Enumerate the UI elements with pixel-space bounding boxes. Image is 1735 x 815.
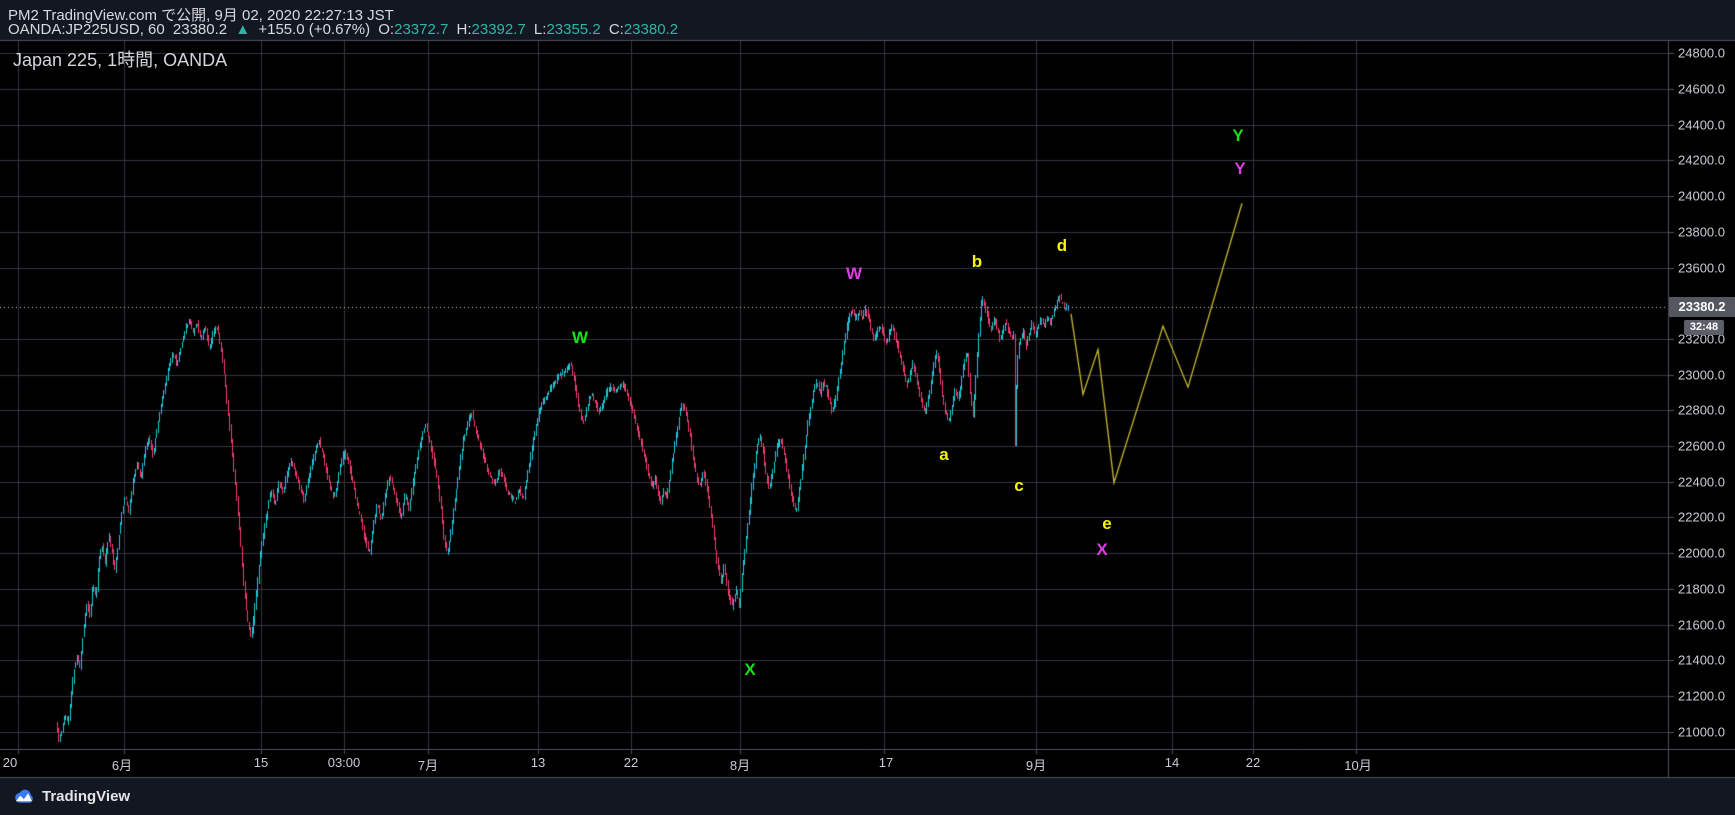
price-axis-label: 22400.0 bbox=[1678, 474, 1725, 490]
price-axis-label: 23600.0 bbox=[1678, 260, 1725, 276]
price-change: +155.0 (+0.67%) bbox=[258, 21, 371, 38]
price-axis-label: 24600.0 bbox=[1678, 81, 1725, 97]
price-axis[interactable] bbox=[1668, 40, 1735, 749]
time-axis-label: 22 bbox=[1245, 755, 1261, 770]
symbol-name: OANDA:JP225USD, 60 bbox=[8, 21, 165, 38]
wave-label-X[interactable]: X bbox=[1096, 540, 1108, 559]
ohlc-low-value: 23355.2 bbox=[546, 21, 601, 38]
price-axis-label: 22800.0 bbox=[1678, 402, 1725, 418]
wave-label-W[interactable]: W bbox=[845, 264, 863, 283]
wave-label-X[interactable]: X bbox=[744, 660, 756, 679]
ohlc-high-label: H: bbox=[456, 21, 472, 38]
direction-up-icon: ▲ bbox=[235, 21, 251, 38]
last-price-value: 23380.2 bbox=[172, 21, 228, 38]
price-axis-label: 22600.0 bbox=[1678, 438, 1725, 454]
published-info-line: PM2 TradingView.com で公開, 9月 02, 2020 22:… bbox=[8, 7, 394, 24]
price-axis-label: 24000.0 bbox=[1678, 188, 1725, 204]
time-axis-label: 20 bbox=[2, 755, 18, 770]
wave-label-b[interactable]: b bbox=[971, 252, 983, 271]
wave-label-Y[interactable]: Y bbox=[1234, 159, 1246, 178]
price-axis-label: 21600.0 bbox=[1678, 617, 1725, 633]
time-axis-label: 22 bbox=[623, 755, 639, 770]
wave-label-W[interactable]: W bbox=[571, 328, 589, 347]
price-axis-label: 22200.0 bbox=[1678, 509, 1725, 525]
price-axis-label: 24400.0 bbox=[1678, 117, 1725, 133]
wave-label-d[interactable]: d bbox=[1056, 236, 1068, 255]
price-axis-label: 23800.0 bbox=[1678, 224, 1725, 240]
bar-countdown-badge: 32:48 bbox=[1684, 320, 1724, 335]
footer-bar: TradingView bbox=[0, 778, 1735, 815]
time-axis-label: 10月 bbox=[1344, 758, 1372, 773]
time-axis-label: 13 bbox=[530, 755, 546, 770]
wave-label-Y[interactable]: Y bbox=[1232, 126, 1244, 145]
ohlc-open-value: 23372.7 bbox=[394, 21, 449, 38]
wave-label-e[interactable]: e bbox=[1102, 514, 1112, 533]
price-axis-label: 24200.0 bbox=[1678, 152, 1725, 168]
price-axis-label: 21800.0 bbox=[1678, 581, 1725, 597]
price-axis-label: 24800.0 bbox=[1678, 45, 1725, 61]
time-axis-label: 6月 bbox=[111, 758, 133, 773]
time-axis-label: 03:00 bbox=[327, 755, 361, 770]
time-axis-label: 14 bbox=[1164, 755, 1180, 770]
time-axis-label: 17 bbox=[878, 755, 894, 770]
wave-label-a[interactable]: a bbox=[939, 445, 949, 464]
price-axis-label: 22000.0 bbox=[1678, 545, 1725, 561]
price-axis-label: 21400.0 bbox=[1678, 652, 1725, 668]
price-axis-label: 23000.0 bbox=[1678, 367, 1725, 383]
tradingview-logo-icon[interactable] bbox=[10, 787, 36, 807]
time-axis-label: 8月 bbox=[729, 758, 751, 773]
ohlc-open-label: O: bbox=[378, 21, 395, 38]
ohlc-close-value: 23380.2 bbox=[623, 21, 679, 38]
price-axis-label: 21200.0 bbox=[1678, 688, 1725, 704]
ohlc-close-label: C: bbox=[608, 21, 624, 38]
wave-label-c[interactable]: c bbox=[1014, 476, 1024, 495]
ohlc-high-value: 23392.7 bbox=[471, 21, 526, 38]
ohlc-low-label: L: bbox=[533, 21, 547, 38]
time-axis-label: 7月 bbox=[417, 758, 439, 773]
time-axis-label: 9月 bbox=[1025, 758, 1047, 773]
symbol-status-line: OANDA:JP225USD, 60 23380.2 ▲ +155.0 (+0.… bbox=[8, 21, 678, 38]
chart-title: Japan 225, 1時間, OANDA bbox=[13, 50, 228, 70]
tradingview-brand-text[interactable]: TradingView bbox=[42, 788, 131, 805]
price-axis-label: 23200.0 bbox=[1678, 331, 1725, 347]
price-axis-label: 21000.0 bbox=[1678, 724, 1725, 740]
last-price-badge: 23380.2 bbox=[1669, 297, 1735, 317]
time-axis-label: 15 bbox=[253, 755, 269, 770]
